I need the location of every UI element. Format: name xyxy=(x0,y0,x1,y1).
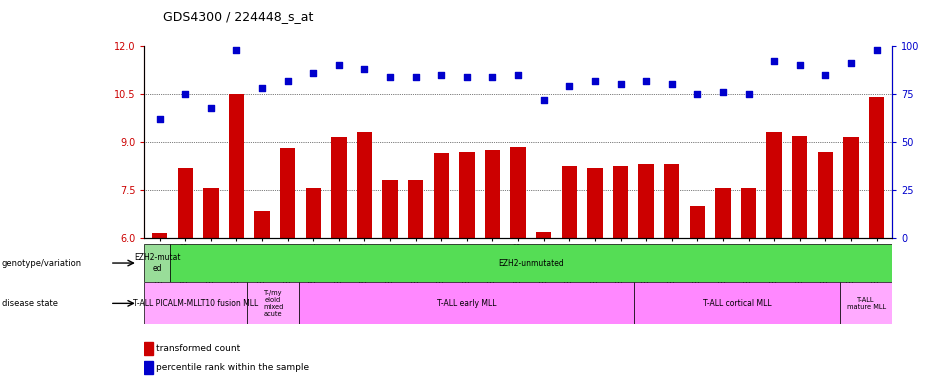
Point xyxy=(459,74,474,80)
Point xyxy=(664,81,679,88)
Text: EZH2-unmutated: EZH2-unmutated xyxy=(498,258,564,268)
Bar xyxy=(766,132,782,238)
Point xyxy=(561,83,576,89)
Bar xyxy=(434,153,449,238)
Point xyxy=(741,91,756,97)
Text: T-ALL
mature MLL: T-ALL mature MLL xyxy=(846,297,885,310)
Bar xyxy=(178,168,193,238)
Point xyxy=(331,62,346,68)
Bar xyxy=(331,137,346,238)
Text: percentile rank within the sample: percentile rank within the sample xyxy=(155,363,309,372)
Bar xyxy=(248,282,299,324)
Bar xyxy=(510,147,526,238)
Bar xyxy=(817,152,833,238)
Point xyxy=(792,62,807,68)
Bar xyxy=(561,166,577,238)
Bar xyxy=(144,361,153,374)
Point xyxy=(869,47,884,53)
Bar xyxy=(634,282,841,324)
Bar xyxy=(144,282,248,324)
Bar xyxy=(587,168,602,238)
Bar xyxy=(357,132,372,238)
Text: transformed count: transformed count xyxy=(155,344,240,353)
Text: T-/my
eloid
mixed
acute: T-/my eloid mixed acute xyxy=(263,290,283,317)
Point xyxy=(485,74,500,80)
Bar xyxy=(690,206,705,238)
Bar xyxy=(459,152,475,238)
Bar xyxy=(639,164,654,238)
Point xyxy=(408,74,423,80)
Bar xyxy=(305,189,321,238)
Bar xyxy=(254,211,270,238)
Bar xyxy=(299,282,634,324)
Point xyxy=(690,91,705,97)
Bar xyxy=(613,166,628,238)
Point xyxy=(817,72,832,78)
Point xyxy=(203,104,218,111)
Point xyxy=(587,78,602,84)
Point xyxy=(178,91,193,97)
Bar xyxy=(664,164,680,238)
Point xyxy=(280,78,295,84)
Point xyxy=(357,66,371,72)
Text: genotype/variation: genotype/variation xyxy=(2,258,82,268)
Text: T-ALL cortical MLL: T-ALL cortical MLL xyxy=(703,299,772,308)
Point xyxy=(766,58,781,65)
Point xyxy=(305,70,320,76)
Bar xyxy=(152,233,168,238)
Bar xyxy=(203,189,219,238)
Point xyxy=(639,78,654,84)
Point xyxy=(153,116,168,122)
Bar xyxy=(383,180,398,238)
Bar xyxy=(536,232,551,238)
Bar xyxy=(144,342,153,355)
Bar xyxy=(843,137,858,238)
Bar xyxy=(144,244,170,282)
Text: T-ALL PICALM-MLLT10 fusion MLL: T-ALL PICALM-MLLT10 fusion MLL xyxy=(133,299,259,308)
Point xyxy=(510,72,525,78)
Point xyxy=(229,47,244,53)
Bar xyxy=(485,150,500,238)
Bar xyxy=(408,180,424,238)
Bar xyxy=(280,149,295,238)
Bar xyxy=(715,189,731,238)
Point xyxy=(536,97,551,103)
Text: GDS4300 / 224448_s_at: GDS4300 / 224448_s_at xyxy=(163,10,314,23)
Point xyxy=(255,85,270,91)
Bar xyxy=(792,136,807,238)
Text: T-ALL early MLL: T-ALL early MLL xyxy=(437,299,496,308)
Point xyxy=(383,74,398,80)
Text: disease state: disease state xyxy=(2,299,58,308)
Point xyxy=(715,89,730,95)
Bar xyxy=(869,97,884,238)
Bar xyxy=(229,94,244,238)
Point xyxy=(843,60,858,66)
Point xyxy=(613,81,627,88)
Text: EZH2-mutat
ed: EZH2-mutat ed xyxy=(134,253,181,273)
Point xyxy=(434,72,449,78)
Bar xyxy=(841,282,892,324)
Bar xyxy=(741,189,756,238)
